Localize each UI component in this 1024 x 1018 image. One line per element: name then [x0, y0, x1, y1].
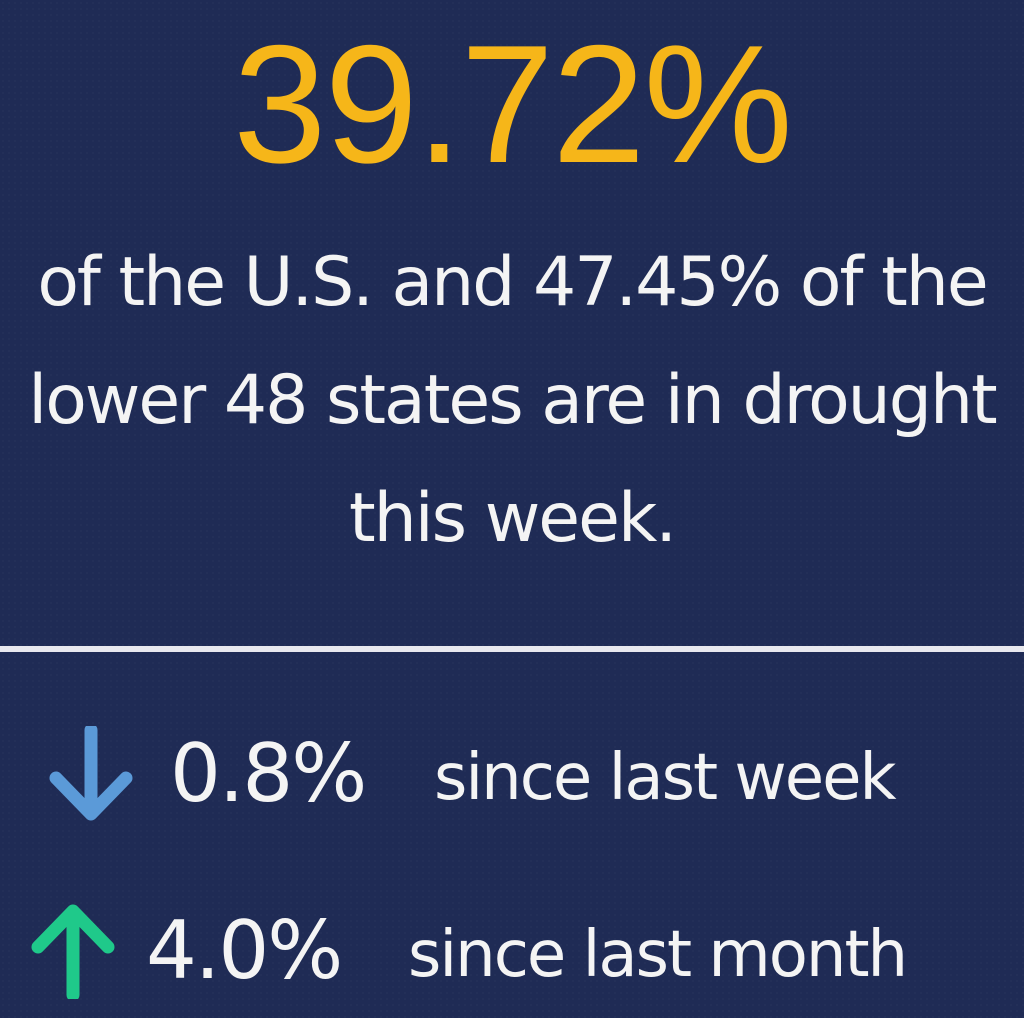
monthly-change-row: 4.0% since last month	[0, 897, 1024, 1007]
arrow-down-icon	[49, 726, 133, 821]
divider	[0, 646, 1024, 652]
drought-percent-headline: 39.72%	[233, 10, 793, 198]
drought-summary-text: of the U.S. and 47.45% of the lower 48 s…	[28, 243, 997, 558]
weekly-change-value: 0.8%	[170, 727, 367, 820]
weekly-change-label: since last week	[434, 741, 897, 815]
weekly-change-row: 0.8% since last week	[0, 720, 1024, 830]
arrow-up-icon	[31, 904, 115, 999]
monthly-change-label: since last month	[408, 918, 908, 992]
monthly-change-value: 4.0%	[146, 904, 343, 997]
